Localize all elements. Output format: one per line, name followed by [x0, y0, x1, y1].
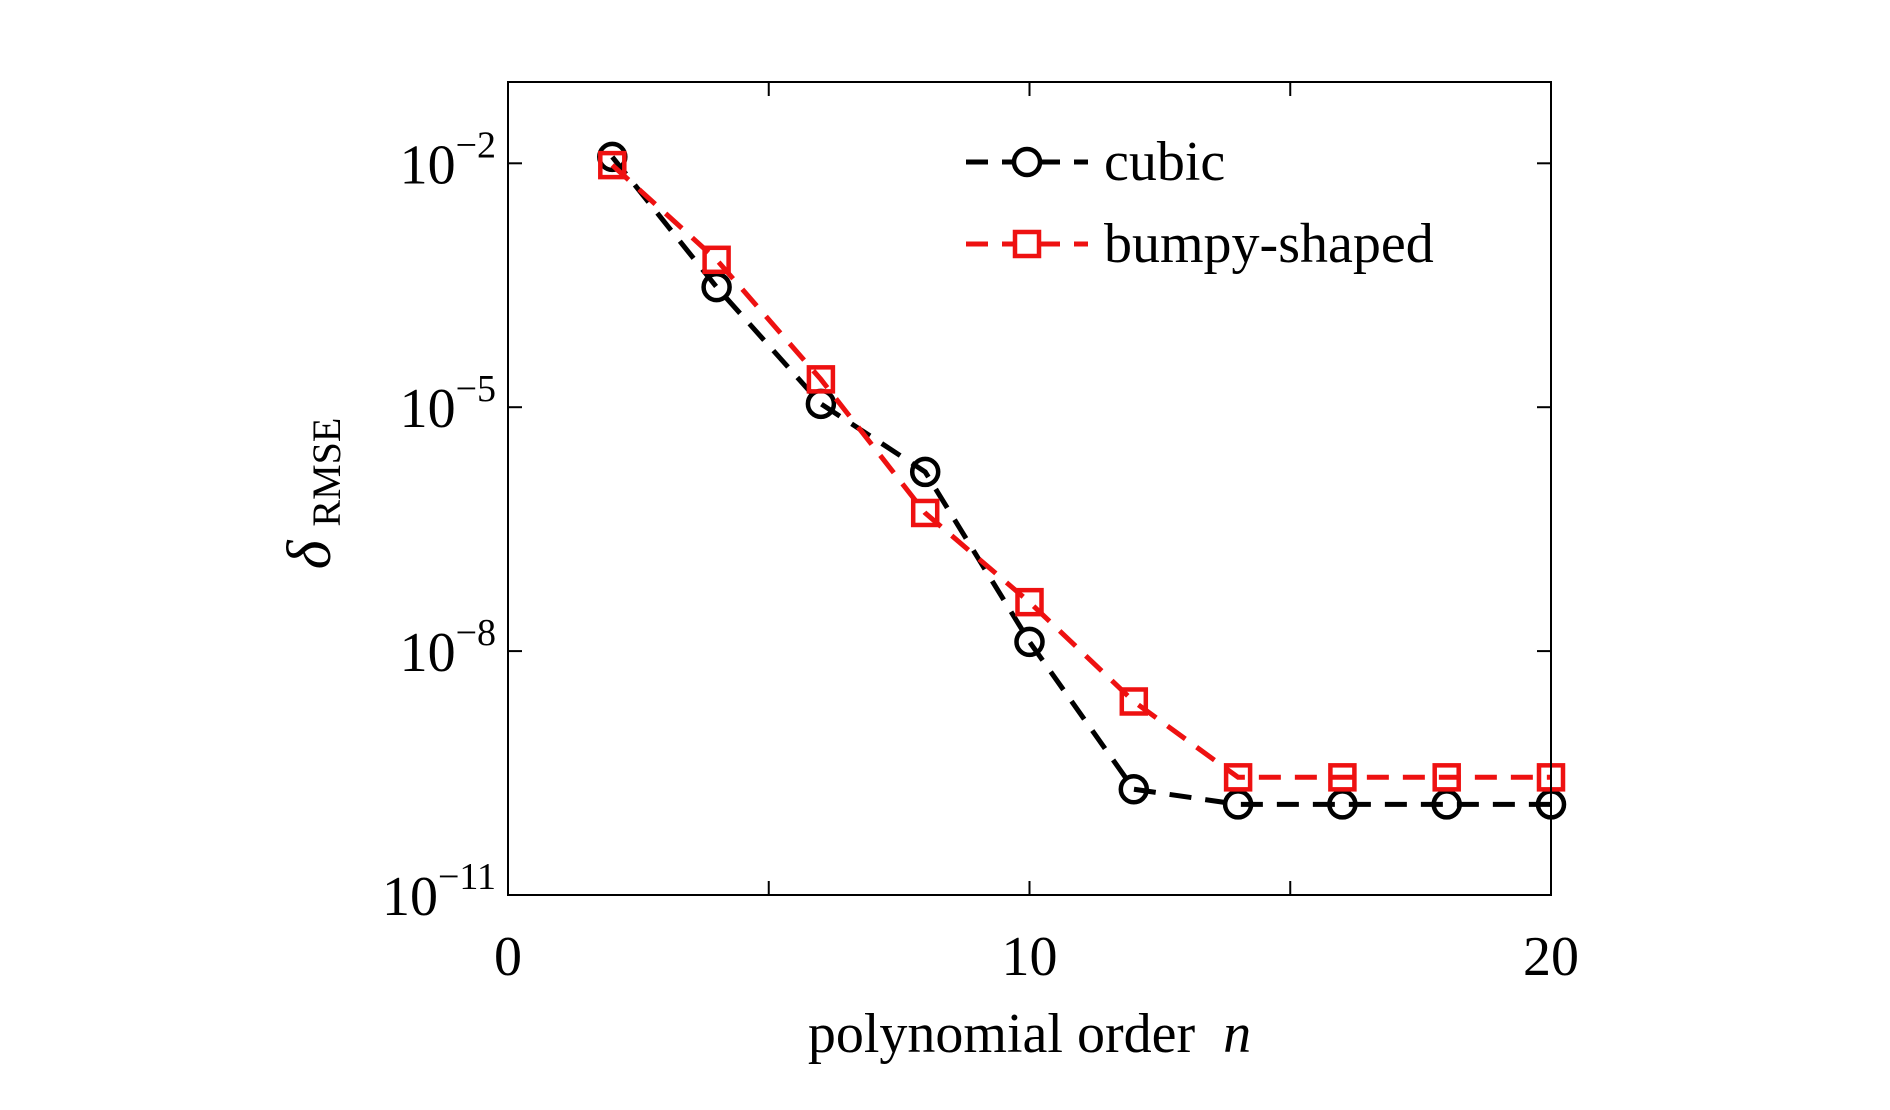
series-line: [610, 155, 1551, 807]
legend-item-2: bumpy-shaped: [966, 213, 1434, 275]
data-point-circle: [701, 271, 732, 303]
y-axis-label-subscript: RMSE: [304, 418, 349, 527]
data-point-square: [598, 150, 627, 180]
data-point-square: [910, 498, 940, 528]
y-tick-label: 10−8: [400, 612, 496, 684]
data-point-square: [1223, 763, 1253, 792]
x-axis-label: polynomial order n: [808, 1003, 1251, 1065]
legend-label: cubic: [1104, 131, 1225, 193]
legend-label: bumpy-shaped: [1104, 213, 1434, 275]
y-tick-label-exponent: −11: [438, 856, 496, 898]
x-axis-label-text: polynomial order: [808, 1003, 1196, 1065]
x-tick-label: 10: [1002, 926, 1058, 988]
y-tick-label-base: 10: [400, 134, 456, 196]
y-tick-label-base: 10: [382, 866, 438, 928]
y-tick-label-exponent: −8: [456, 612, 496, 654]
x-tick-label: 0: [494, 926, 522, 988]
legend-marker-circle: [1011, 146, 1043, 178]
data-point-circle: [1014, 626, 1045, 658]
data-point-square: [1432, 763, 1461, 792]
y-tick-label: 10−2: [400, 124, 496, 196]
series-line: [610, 163, 1551, 780]
x-tick-label: 20: [1523, 926, 1579, 988]
y-tick-label-base: 10: [400, 378, 456, 440]
x-axis-label-variable: n: [1223, 1003, 1251, 1065]
data-point-square: [702, 245, 731, 275]
data-point-square: [806, 365, 836, 394]
data-point-square: [1015, 587, 1044, 617]
y-axis-label: δ RMSE: [276, 418, 349, 570]
data-point-square: [1328, 763, 1357, 792]
y-tick-label-exponent: −5: [456, 368, 496, 410]
y-tick-label-exponent: −2: [456, 124, 496, 166]
y-axis-label-symbol: δ: [276, 539, 344, 569]
y-tick-label: 10−11: [382, 856, 496, 928]
plot-frame: [507, 81, 1552, 896]
legend: cubic bumpy-shaped: [966, 131, 1434, 275]
legend-item-1: cubic: [966, 131, 1225, 193]
series-2: [598, 150, 1566, 792]
y-tick-label-base: 10: [400, 622, 456, 684]
legend-marker-square: [1012, 229, 1042, 259]
y-tick-label: 10−5: [400, 368, 496, 440]
series-layer: [597, 141, 1567, 820]
data-point-circle: [1118, 773, 1150, 805]
data-point-circle: [909, 456, 941, 488]
data-point-square: [1119, 687, 1149, 716]
